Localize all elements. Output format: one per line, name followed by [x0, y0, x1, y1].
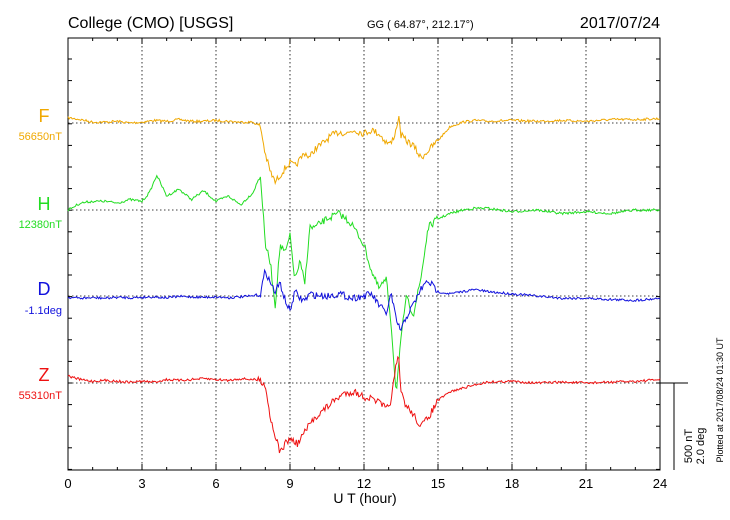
x-tick-label: 12 [357, 476, 371, 491]
series-line-H [67, 174, 661, 390]
x-tick-label: 21 [579, 476, 593, 491]
series-labels: F 56650nT H 12380nT D -1.1deg Z 55310nT [19, 106, 63, 402]
station-title: College (CMO) [USGS] [68, 15, 233, 32]
scale-bar-nt-label: 500 nT [683, 429, 695, 464]
series-name-H: H [38, 194, 51, 214]
x-tick-label: 6 [212, 476, 219, 491]
plotted-at-note: Plotted at 2017/08/24 01:30 UT [715, 337, 725, 463]
x-axis-label: U T (hour) [333, 490, 396, 506]
x-tick-label: 3 [138, 476, 145, 491]
series-baseline-D: -1.1deg [25, 305, 62, 317]
series-baseline-H: 12380nT [19, 219, 63, 231]
series-line-Z [67, 355, 661, 454]
series-baseline-Z: 55310nT [19, 390, 63, 402]
scale-bar: 500 nT 2.0 deg [660, 382, 707, 470]
x-tick-label: 24 [653, 476, 667, 491]
series-name-Z: Z [39, 365, 50, 385]
vertical-gridlines [141, 38, 587, 470]
x-tick-label: 9 [286, 476, 293, 491]
series-name-F: F [39, 106, 50, 126]
series-layer [67, 116, 661, 454]
x-tick-label: 18 [505, 476, 519, 491]
x-axis-ticks [67, 38, 661, 470]
scale-bar-deg-label: 2.0 deg [695, 428, 707, 465]
x-tick-label: 15 [431, 476, 445, 491]
date-label: 2017/07/24 [580, 15, 660, 32]
series-name-D: D [38, 279, 51, 299]
x-tick-label: 0 [64, 476, 71, 491]
x-axis-tick-labels: 0 3 6 9 12 15 18 21 24 [64, 476, 667, 491]
series-baseline-F: 56650nT [19, 131, 63, 143]
coordinates-label: GG ( 64.87°, 212.17°) [367, 19, 474, 31]
series-line-F [67, 116, 661, 186]
series-line-D [67, 268, 661, 332]
